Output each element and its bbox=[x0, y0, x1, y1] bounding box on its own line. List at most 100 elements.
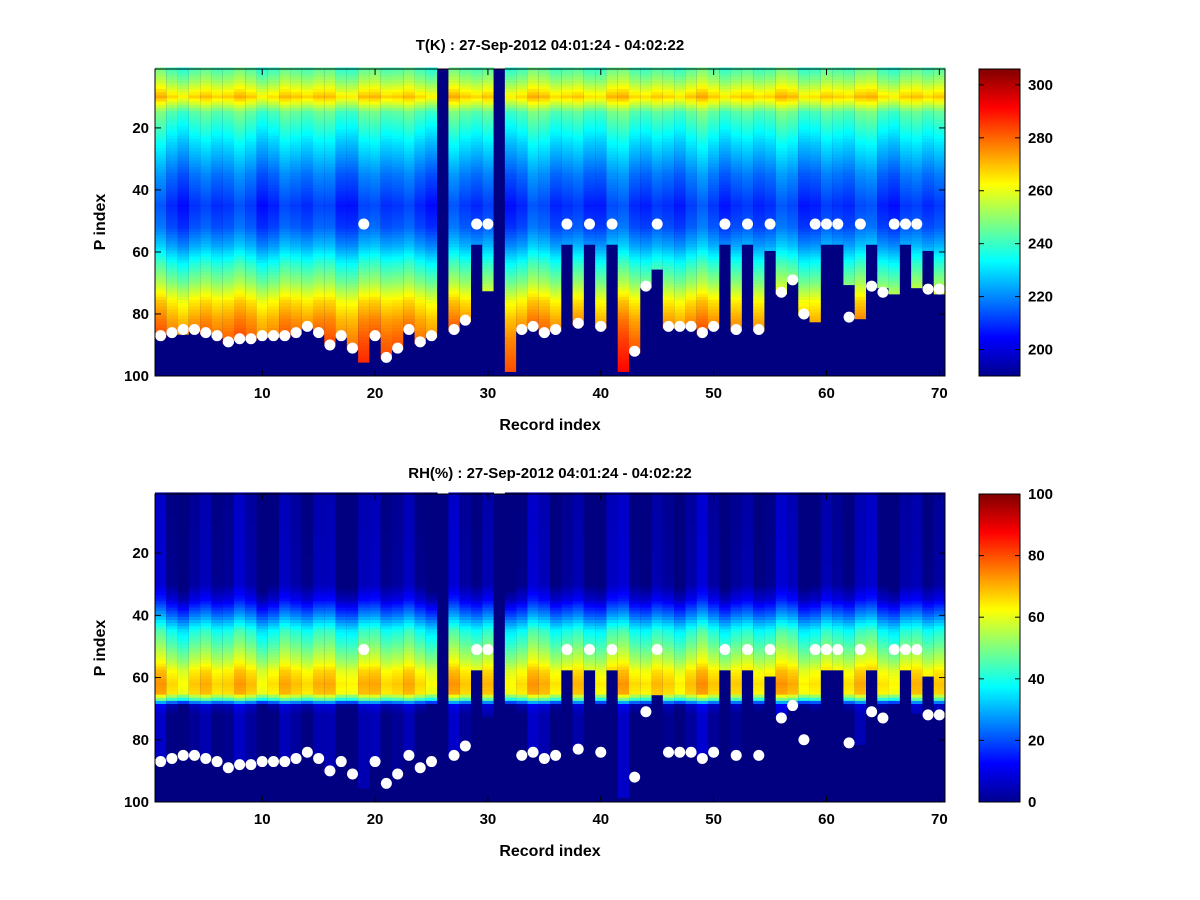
heatmap-cell bbox=[279, 281, 291, 286]
heatmap-cell bbox=[392, 321, 404, 326]
heatmap-cell bbox=[617, 241, 630, 245]
heatmap-cell bbox=[177, 219, 190, 224]
heatmap-cell bbox=[538, 275, 551, 279]
heatmap-cell bbox=[696, 256, 709, 261]
heatmap-cell bbox=[200, 160, 212, 165]
heatmap-cell bbox=[572, 216, 585, 220]
heatmap-cell bbox=[640, 86, 653, 90]
heatmap-cell bbox=[245, 210, 258, 214]
heatmap-cell bbox=[188, 203, 201, 208]
heatmap-cell bbox=[256, 231, 269, 236]
heatmap-cell bbox=[369, 290, 382, 295]
heatmap-cell bbox=[629, 238, 641, 242]
heatmap-cell bbox=[346, 151, 359, 155]
heatmap-cell bbox=[629, 191, 641, 196]
heatmap-cell bbox=[448, 144, 461, 149]
heatmap-cell bbox=[290, 76, 303, 81]
heatmap-cell bbox=[425, 284, 438, 289]
heatmap-cell bbox=[200, 182, 212, 186]
heatmap-cell bbox=[358, 287, 370, 292]
heatmap-cell bbox=[155, 138, 167, 143]
heatmap-cell bbox=[696, 250, 709, 255]
heatmap-cell bbox=[482, 256, 495, 261]
heatmap-cell bbox=[572, 231, 585, 236]
heatmap-cell bbox=[313, 185, 325, 189]
heatmap-cell bbox=[482, 151, 495, 155]
heatmap-cell bbox=[166, 151, 179, 155]
heatmap-cell bbox=[166, 110, 179, 115]
heatmap-cell bbox=[448, 104, 461, 109]
heatmap-cell bbox=[595, 303, 607, 307]
heatmap-cell bbox=[674, 120, 686, 124]
heatmap-cell bbox=[471, 107, 483, 112]
heatmap-cell bbox=[414, 244, 427, 248]
heatmap-cell bbox=[358, 272, 370, 276]
heatmap-cell bbox=[166, 284, 179, 289]
heatmap-cell bbox=[392, 135, 404, 140]
heatmap-cell bbox=[674, 148, 686, 152]
heatmap-cell bbox=[380, 337, 393, 341]
heatmap-cell bbox=[561, 123, 574, 127]
heatmap-cell bbox=[335, 241, 348, 245]
heatmap-cell bbox=[550, 154, 562, 158]
heatmap-cell bbox=[617, 309, 630, 313]
heatmap-cell bbox=[550, 126, 562, 131]
heatmap-cell bbox=[335, 148, 348, 152]
heatmap-cell bbox=[640, 123, 653, 127]
heatmap-cell bbox=[234, 272, 246, 276]
heatmap-cell bbox=[301, 98, 314, 103]
heatmap-cell bbox=[595, 265, 607, 270]
heatmap-cell bbox=[696, 300, 709, 304]
heatmap-cell bbox=[313, 110, 325, 115]
heatmap-cell bbox=[245, 272, 258, 276]
heatmap-cell bbox=[414, 113, 427, 118]
heatmap-cell bbox=[640, 144, 653, 149]
heatmap-cell bbox=[369, 324, 382, 329]
heatmap-cell bbox=[279, 327, 291, 332]
heatmap-cell bbox=[459, 247, 472, 251]
heatmap-cell bbox=[414, 238, 427, 242]
temperature-heatmap-column bbox=[188, 67, 201, 376]
heatmap-cell bbox=[200, 244, 212, 248]
heatmap-cell bbox=[166, 312, 179, 317]
heatmap-cell bbox=[651, 160, 664, 165]
heatmap-cell bbox=[313, 79, 325, 84]
heatmap-cell bbox=[358, 355, 370, 360]
heatmap-cell bbox=[696, 104, 709, 109]
heatmap-cell bbox=[403, 312, 416, 317]
heatmap-cell bbox=[629, 203, 641, 208]
heatmap-cell bbox=[516, 73, 528, 78]
heatmap-cell bbox=[211, 138, 224, 143]
heatmap-cell bbox=[550, 306, 562, 310]
heatmap-cell bbox=[200, 312, 212, 317]
heatmap-cell bbox=[572, 129, 585, 134]
heatmap-cell bbox=[550, 256, 562, 261]
heatmap-cell bbox=[527, 303, 540, 307]
heatmap-cell bbox=[572, 253, 585, 258]
heatmap-cell bbox=[662, 95, 675, 100]
heatmap-cell bbox=[211, 197, 224, 202]
heatmap-cell bbox=[674, 104, 686, 109]
heatmap-cell bbox=[188, 110, 201, 115]
heatmap-cell bbox=[538, 76, 551, 81]
heatmap-cell bbox=[572, 244, 585, 248]
heatmap-cell bbox=[550, 213, 562, 217]
heatmap-cell bbox=[234, 247, 246, 251]
heatmap-fill-cell bbox=[493, 69, 506, 376]
temperature-heatmap-column bbox=[843, 67, 856, 376]
heatmap-cell bbox=[572, 126, 585, 131]
heatmap-cell bbox=[380, 327, 393, 332]
heatmap-cell bbox=[324, 234, 337, 239]
heatmap-cell bbox=[222, 123, 235, 127]
heatmap-cell bbox=[267, 141, 280, 146]
heatmap-cell bbox=[662, 244, 675, 248]
heatmap-cell bbox=[640, 98, 653, 103]
heatmap-cell bbox=[313, 231, 325, 236]
heatmap-cell bbox=[267, 222, 280, 227]
heatmap-cell bbox=[629, 138, 641, 143]
heatmap-cell bbox=[425, 95, 438, 100]
heatmap-cell bbox=[629, 172, 641, 177]
heatmap-cell bbox=[459, 123, 472, 127]
heatmap-cell bbox=[279, 123, 291, 127]
heatmap-cell bbox=[324, 228, 337, 233]
